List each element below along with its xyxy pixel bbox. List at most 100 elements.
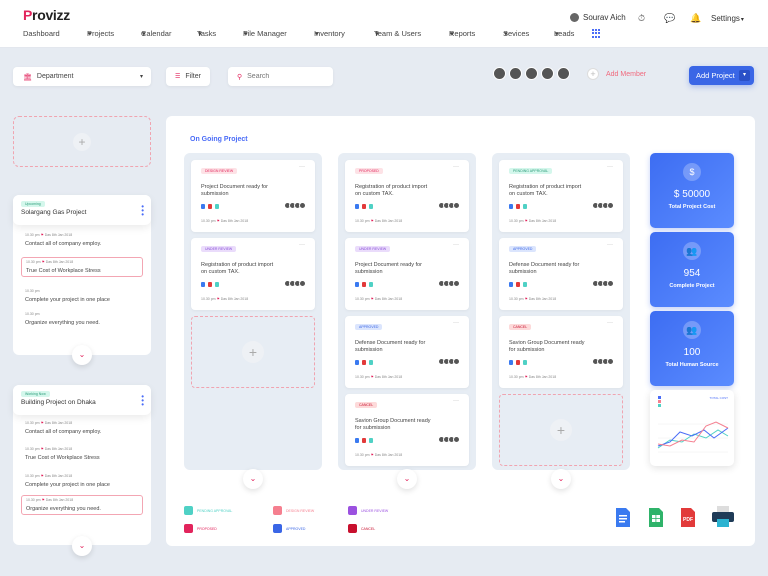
- task-item[interactable]: 10.30 pm ⚑ Das 8th Jan 2018 Contact all o…: [21, 419, 143, 439]
- pdf-icon[interactable]: [516, 282, 520, 287]
- avatar[interactable]: [525, 67, 538, 80]
- more-horizontal-icon[interactable]: ···: [453, 242, 459, 248]
- task-item[interactable]: 10.30 pm ⚑ Das 8th Jan 2018 Organize ever…: [21, 495, 143, 515]
- avatar[interactable]: [453, 436, 460, 443]
- more-vertical-icon[interactable]: • • •: [141, 202, 144, 219]
- sheet-icon[interactable]: [369, 360, 373, 365]
- pdf-icon[interactable]: [362, 204, 366, 209]
- chevron-down-icon[interactable]: ▾: [739, 70, 750, 81]
- app-logo[interactable]: Provizz: [23, 7, 70, 23]
- avatar[interactable]: [299, 202, 306, 209]
- timer-icon[interactable]: ⏱: [638, 13, 646, 23]
- settings-menu[interactable]: Settings▾: [711, 14, 744, 23]
- pdf-icon[interactable]: [208, 282, 212, 287]
- sheet-icon[interactable]: [215, 282, 219, 287]
- sheet-icon[interactable]: [369, 204, 373, 209]
- task-card[interactable]: APPROVED ··· Defense Document ready for su…: [499, 238, 623, 310]
- pdf-icon[interactable]: [516, 360, 520, 365]
- stat-card[interactable]: 👥 100 Total Human Source: [650, 311, 734, 386]
- user-menu[interactable]: Sourav Aich: [570, 13, 626, 22]
- chat-icon[interactable]: 💬: [664, 13, 676, 23]
- filter-button[interactable]: ☰ Filter: [166, 67, 210, 86]
- task-card[interactable]: APPROVED ··· Defense Document ready for su…: [345, 316, 469, 388]
- doc-icon[interactable]: [355, 360, 359, 365]
- avatar[interactable]: [607, 202, 614, 209]
- avatar[interactable]: [453, 280, 460, 287]
- bell-icon[interactable]: 🔔: [690, 13, 702, 23]
- stat-card[interactable]: 👥 954 Complete Project: [650, 232, 734, 307]
- search-input[interactable]: [247, 73, 328, 80]
- more-horizontal-icon[interactable]: ···: [607, 164, 613, 170]
- apps-grid-icon[interactable]: [592, 29, 601, 38]
- department-select[interactable]: 🏛 Department ▾: [13, 67, 151, 86]
- expand-button[interactable]: ⌄: [551, 469, 571, 489]
- doc-icon[interactable]: [355, 282, 359, 287]
- project-card-header[interactable]: Working Now Building Project on Dhaka • • •: [13, 385, 151, 415]
- task-card[interactable]: UNDER REVIEW ··· Project Document ready fo…: [345, 238, 469, 310]
- add-project-placeholder[interactable]: +: [13, 116, 151, 167]
- more-horizontal-icon[interactable]: ···: [453, 320, 459, 326]
- pdf-icon[interactable]: [362, 282, 366, 287]
- avatar[interactable]: [557, 67, 570, 80]
- task-card[interactable]: PROPOSED ··· Registration of product impor…: [345, 160, 469, 232]
- more-horizontal-icon[interactable]: ···: [299, 242, 305, 248]
- sheet-icon[interactable]: [369, 282, 373, 287]
- more-horizontal-icon[interactable]: ···: [299, 164, 305, 170]
- sheet-icon[interactable]: [523, 360, 527, 365]
- pdf-icon[interactable]: [516, 204, 520, 209]
- task-item[interactable]: 10.30 pm Complete your project in one pla…: [21, 287, 143, 307]
- pdf-icon[interactable]: [362, 438, 366, 443]
- doc-icon[interactable]: [509, 282, 513, 287]
- avatar[interactable]: [453, 358, 460, 365]
- avatar[interactable]: [453, 202, 460, 209]
- project-card-header[interactable]: Upcoming Solargang Gas Project • • •: [13, 195, 151, 225]
- expand-button[interactable]: ⌄: [72, 536, 92, 556]
- printer-icon[interactable]: [712, 506, 734, 529]
- task-item[interactable]: 10.30 pm ⚑ Das 8th Jan 2018 True Cost of …: [21, 257, 143, 277]
- task-card[interactable]: UNDER REVIEW ··· Registration of product i…: [191, 238, 315, 310]
- task-card[interactable]: CANCEL ··· Savion Group Document ready for…: [499, 316, 623, 388]
- avatar[interactable]: [299, 280, 306, 287]
- add-member-link[interactable]: Add Member: [606, 71, 647, 78]
- avatar[interactable]: [509, 67, 522, 80]
- pdf-icon[interactable]: PDF: [681, 508, 695, 529]
- more-horizontal-icon[interactable]: ···: [607, 242, 613, 248]
- more-horizontal-icon[interactable]: ···: [453, 398, 459, 404]
- task-card[interactable]: PENDING APPROVAL ··· Registration of produ…: [499, 160, 623, 232]
- search-box[interactable]: ⚲: [228, 67, 333, 86]
- doc-icon[interactable]: [355, 204, 359, 209]
- mini-chart[interactable]: TOTAL COST: [650, 390, 734, 466]
- doc-icon[interactable]: [509, 204, 513, 209]
- task-card[interactable]: CANCEL ··· Savion Group Document ready for…: [345, 394, 469, 466]
- add-card-placeholder[interactable]: +: [499, 394, 623, 466]
- expand-button[interactable]: ⌄: [397, 469, 417, 489]
- task-card[interactable]: DESIGN REVIEW ··· Project Document ready f…: [191, 160, 315, 232]
- google-sheets-icon[interactable]: [649, 508, 663, 529]
- pdf-icon[interactable]: [362, 360, 366, 365]
- expand-button[interactable]: ⌄: [72, 345, 92, 365]
- task-item[interactable]: 10.30 pm Organize everything you need.: [21, 310, 143, 330]
- avatar[interactable]: [607, 280, 614, 287]
- doc-icon[interactable]: [509, 360, 513, 365]
- add-member-icon[interactable]: +: [587, 68, 599, 80]
- expand-button[interactable]: ⌄: [243, 469, 263, 489]
- sheet-icon[interactable]: [523, 282, 527, 287]
- avatar[interactable]: [493, 67, 506, 80]
- task-item[interactable]: 10.30 pm ⚑ Das 8th Jan 2018 True Cost of …: [21, 445, 143, 465]
- doc-icon[interactable]: [355, 438, 359, 443]
- more-vertical-icon[interactable]: • • •: [141, 392, 144, 409]
- google-docs-icon[interactable]: [616, 508, 630, 529]
- more-horizontal-icon[interactable]: ···: [453, 164, 459, 170]
- avatar[interactable]: [541, 67, 554, 80]
- pdf-icon[interactable]: [208, 204, 212, 209]
- sheet-icon[interactable]: [215, 204, 219, 209]
- sheet-icon[interactable]: [523, 204, 527, 209]
- task-item[interactable]: 10.30 pm ⚑ Das 8th Jan 2018 Complete your…: [21, 472, 143, 492]
- stat-card[interactable]: $ $ 50000 Total Project Cost: [650, 153, 734, 228]
- sheet-icon[interactable]: [369, 438, 373, 443]
- add-project-button[interactable]: Add Project ▾: [689, 66, 754, 85]
- avatar[interactable]: [607, 358, 614, 365]
- add-card-placeholder[interactable]: +: [191, 316, 315, 388]
- doc-icon[interactable]: [201, 282, 205, 287]
- more-horizontal-icon[interactable]: ···: [607, 320, 613, 326]
